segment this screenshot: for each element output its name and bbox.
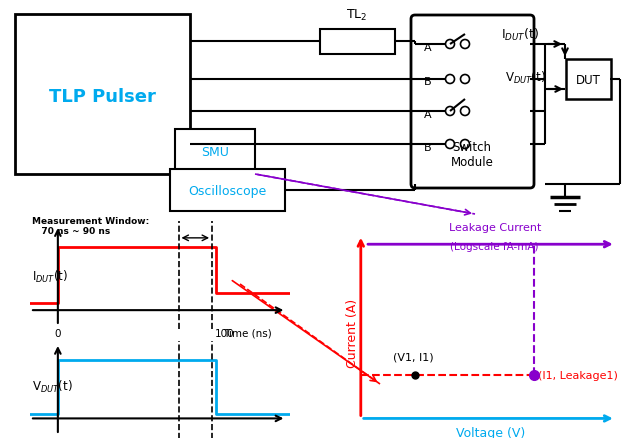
- FancyBboxPatch shape: [411, 16, 534, 189]
- Text: 100: 100: [215, 437, 235, 438]
- Text: (Logscale fA-mA): (Logscale fA-mA): [450, 242, 539, 251]
- Text: A: A: [424, 110, 432, 120]
- Text: (I1, Leakage1): (I1, Leakage1): [538, 370, 618, 380]
- Text: I$_{DUT}$(t): I$_{DUT}$(t): [501, 27, 539, 43]
- Text: TL$_2$: TL$_2$: [346, 7, 367, 22]
- Text: V$_{DUT}$(t): V$_{DUT}$(t): [505, 70, 545, 86]
- Text: Switch
Module: Switch Module: [451, 141, 493, 169]
- Text: 0: 0: [55, 437, 61, 438]
- Text: SMU: SMU: [201, 145, 229, 158]
- Bar: [15, 15, 190, 175]
- Bar: [175, 130, 255, 175]
- Text: I$_{DUT}$(t): I$_{DUT}$(t): [32, 268, 68, 284]
- Text: (V1, I1): (V1, I1): [393, 351, 434, 361]
- Text: Leakage Current: Leakage Current: [448, 223, 541, 233]
- Text: V$_{DUT}$(t): V$_{DUT}$(t): [32, 378, 73, 394]
- Bar: [320, 30, 395, 55]
- Text: Voltage (V): Voltage (V): [456, 426, 525, 438]
- Text: 100: 100: [215, 328, 235, 338]
- Bar: [170, 170, 285, 212]
- Text: DUT: DUT: [576, 73, 601, 86]
- Text: TLP Pulser: TLP Pulser: [48, 88, 155, 106]
- Text: A: A: [424, 43, 432, 53]
- Text: Oscilloscope: Oscilloscope: [188, 184, 266, 197]
- Text: 0: 0: [55, 328, 61, 338]
- Text: Measurement Window:
   70 ns ~ 90 ns: Measurement Window: 70 ns ~ 90 ns: [32, 216, 149, 236]
- Text: B: B: [424, 77, 432, 87]
- Text: Time (ns): Time (ns): [223, 328, 271, 338]
- Text: B: B: [424, 143, 432, 153]
- Text: Time (ns): Time (ns): [223, 437, 271, 438]
- Bar: [566, 60, 611, 100]
- Text: Current (A): Current (A): [345, 299, 359, 367]
